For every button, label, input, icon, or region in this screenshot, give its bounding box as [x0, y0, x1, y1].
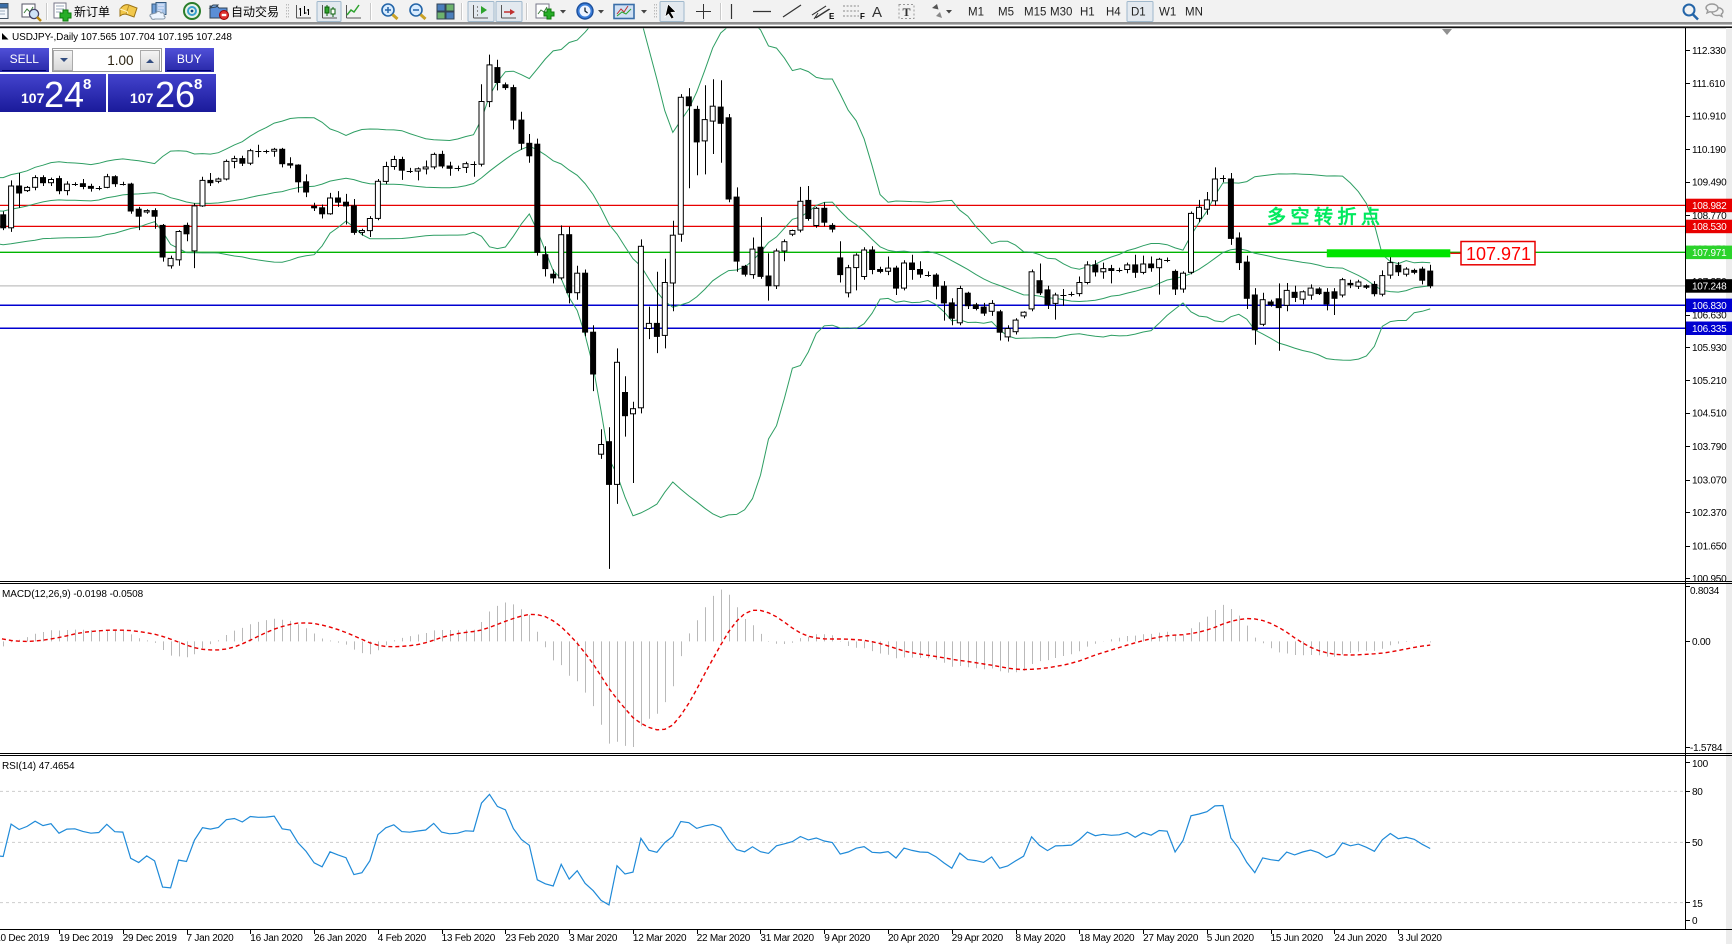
svg-text:H4: H4 — [1106, 7, 1121, 19]
svg-text:31 Mar 2020: 31 Mar 2020 — [760, 933, 814, 944]
svg-text:104.510: 104.510 — [1692, 409, 1727, 420]
svg-text:112.330: 112.330 — [1692, 46, 1726, 57]
svg-text:3 Mar 2020: 3 Mar 2020 — [569, 933, 618, 944]
svg-text:105.210: 105.210 — [1692, 376, 1727, 387]
svg-text:5 Jun 2020: 5 Jun 2020 — [1207, 933, 1255, 944]
svg-text:7 Jan 2020: 7 Jan 2020 — [187, 933, 235, 944]
svg-text:15 Jun 2020: 15 Jun 2020 — [1271, 933, 1324, 944]
svg-text:M15: M15 — [1024, 7, 1046, 19]
svg-text:111.610: 111.610 — [1692, 79, 1726, 90]
svg-text:103.070: 103.070 — [1692, 476, 1727, 487]
svg-text:M5: M5 — [998, 7, 1014, 19]
svg-text:0.8034: 0.8034 — [1690, 586, 1720, 597]
svg-text:W1: W1 — [1159, 7, 1176, 19]
svg-text:110.190: 110.190 — [1692, 145, 1726, 156]
svg-text:26 Jan 2020: 26 Jan 2020 — [314, 933, 367, 944]
svg-text:108.770: 108.770 — [1692, 211, 1727, 222]
svg-text:29 Dec 2019: 29 Dec 2019 — [123, 933, 178, 944]
svg-text:103.790: 103.790 — [1692, 442, 1727, 453]
svg-text:10 Dec 2019: 10 Dec 2019 — [0, 933, 50, 944]
svg-text:E: E — [829, 12, 835, 21]
svg-text:-1.5784: -1.5784 — [1690, 743, 1723, 754]
svg-text:15: 15 — [1692, 899, 1703, 910]
svg-text:13 Feb 2020: 13 Feb 2020 — [442, 933, 496, 944]
svg-text:107.971: 107.971 — [1692, 248, 1727, 259]
svg-text:4 Feb 2020: 4 Feb 2020 — [378, 933, 427, 944]
svg-text:16 Jan 2020: 16 Jan 2020 — [250, 933, 303, 944]
svg-text:M1: M1 — [968, 7, 984, 19]
svg-text:100.950: 100.950 — [1692, 574, 1727, 585]
svg-text:18 May 2020: 18 May 2020 — [1079, 933, 1135, 944]
svg-text:12 Mar 2020: 12 Mar 2020 — [633, 933, 687, 944]
svg-text:自动交易: 自动交易 — [231, 4, 279, 19]
svg-text:102.370: 102.370 — [1692, 508, 1727, 519]
svg-text:23 Feb 2020: 23 Feb 2020 — [505, 933, 559, 944]
svg-text:MN: MN — [1185, 7, 1203, 19]
svg-text:22 Mar 2020: 22 Mar 2020 — [697, 933, 751, 944]
svg-text:新订单: 新订单 — [74, 4, 110, 19]
svg-text:H1: H1 — [1080, 7, 1095, 19]
svg-text:24 Jun 2020: 24 Jun 2020 — [1334, 933, 1387, 944]
svg-text:3 Jul 2020: 3 Jul 2020 — [1398, 933, 1442, 944]
svg-text:101.650: 101.650 — [1692, 542, 1727, 553]
svg-text:107.971: 107.971 — [1466, 244, 1531, 264]
svg-text:F: F — [860, 12, 865, 21]
svg-text:106.335: 106.335 — [1692, 324, 1727, 335]
svg-text:多空转折点: 多空转折点 — [1267, 205, 1385, 228]
svg-text:106.630: 106.630 — [1692, 310, 1727, 321]
svg-text:A: A — [872, 4, 882, 21]
svg-text:100: 100 — [1692, 759, 1709, 770]
svg-text:27 May 2020: 27 May 2020 — [1143, 933, 1199, 944]
svg-text:M30: M30 — [1050, 7, 1072, 19]
svg-text:105.930: 105.930 — [1692, 343, 1727, 354]
svg-text:0.00: 0.00 — [1692, 637, 1711, 648]
svg-text:RSI(14) 47.4654: RSI(14) 47.4654 — [2, 761, 75, 772]
svg-text:107.248: 107.248 — [1692, 282, 1727, 293]
svg-text:0: 0 — [1692, 916, 1698, 927]
svg-text:80: 80 — [1692, 787, 1703, 798]
svg-text:19 Dec 2019: 19 Dec 2019 — [59, 933, 114, 944]
svg-text:108.982: 108.982 — [1692, 201, 1727, 212]
svg-text:MACD(12,26,9) -0.0198 -0.0508: MACD(12,26,9) -0.0198 -0.0508 — [2, 589, 144, 600]
svg-text:T: T — [903, 5, 911, 19]
svg-text:50: 50 — [1692, 838, 1703, 849]
svg-text:29 Apr 2020: 29 Apr 2020 — [952, 933, 1004, 944]
svg-text:9 Apr 2020: 9 Apr 2020 — [824, 933, 871, 944]
svg-text:110.910: 110.910 — [1692, 112, 1726, 123]
svg-text:20 Apr 2020: 20 Apr 2020 — [888, 933, 940, 944]
svg-text:106.830: 106.830 — [1692, 301, 1727, 312]
svg-text:USDJPY-,Daily 107.565 107.704: USDJPY-,Daily 107.565 107.704 107.195 10… — [12, 32, 232, 43]
svg-text:109.490: 109.490 — [1692, 178, 1727, 189]
svg-text:108.530: 108.530 — [1692, 222, 1727, 233]
svg-text:8 May 2020: 8 May 2020 — [1016, 933, 1066, 944]
svg-text:D1: D1 — [1131, 7, 1146, 19]
